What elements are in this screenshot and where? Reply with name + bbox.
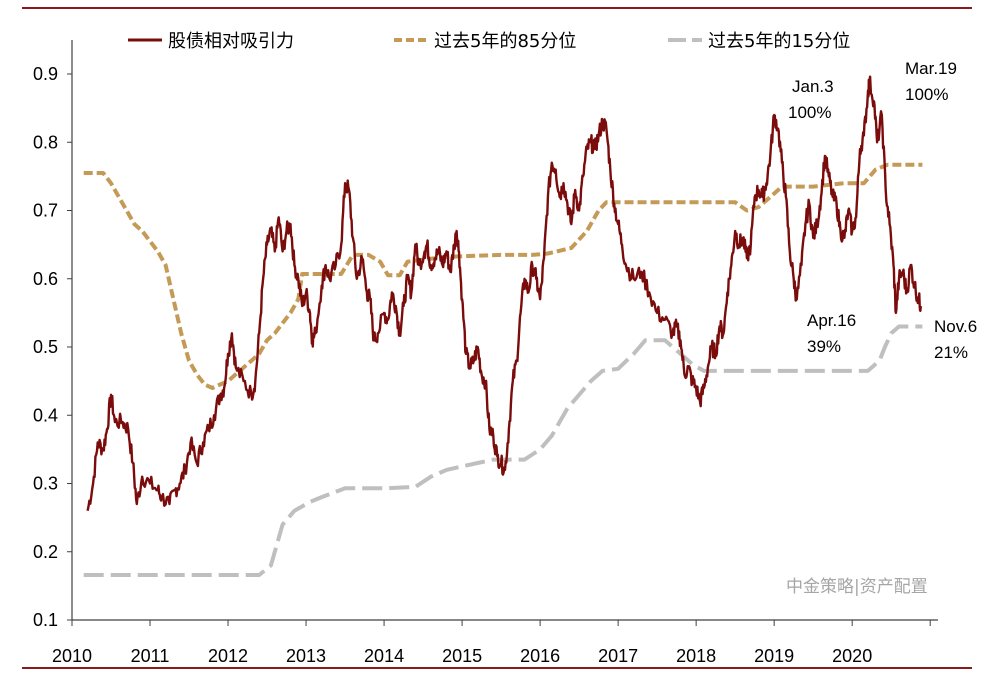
annotation-apr16-value: 39%: [807, 337, 841, 356]
annotation-nov6-value: 21%: [934, 343, 968, 362]
x-tick-label: 2013: [286, 646, 326, 666]
x-tick-label: 2016: [520, 646, 560, 666]
x-tick-label: 2010: [52, 646, 92, 666]
annotation-jan3-value: 100%: [788, 103, 831, 122]
y-tick-label: 0.6: [33, 269, 58, 289]
legend: 股债相对吸引力 过去5年的85分位 过去5年的15分位: [128, 31, 850, 52]
y-tick-label: 0.9: [33, 64, 58, 84]
x-tick-label: 2018: [676, 646, 716, 666]
series-layer: [83, 75, 923, 577]
y-tick-label: 0.4: [33, 405, 58, 425]
y-tick-label: 0.8: [33, 132, 58, 152]
x-tick-label: 2014: [364, 646, 404, 666]
y-tick-label: 0.1: [33, 610, 58, 630]
watermark: 中金策略|资产配置: [786, 577, 928, 597]
y-tick-label: 0.2: [33, 542, 58, 562]
annotation-jan3-label: Jan.3: [792, 77, 834, 96]
legend-label-series-1: 过去5年的85分位: [434, 31, 576, 52]
legend-label-series-0: 股债相对吸引力: [168, 31, 294, 52]
annotation-mar19-label: Mar.19: [905, 59, 957, 78]
series-line-0: [86, 75, 922, 512]
annotation-apr16-label: Apr.16: [807, 311, 856, 330]
axes: 0.1 0.2 0.3 0.4 0.5 0.6 0.7 0.8 0.9 2010 2011 2012 2…: [33, 40, 938, 666]
y-tick-label: 0.7: [33, 201, 58, 221]
x-tick-label: 2011: [131, 646, 170, 666]
y-tick-label: 0.3: [33, 474, 58, 494]
annotation-mar19-value: 100%: [905, 85, 948, 104]
series-line-1: [83, 162, 923, 390]
annotations: Jan.3 100% Mar.19 100% Apr.16 39% Nov.6 …: [788, 59, 977, 362]
x-tick-label: 2019: [754, 646, 794, 666]
legend-label-series-2: 过去5年的15分位: [708, 31, 850, 52]
x-tick-label: 2020: [832, 646, 872, 666]
x-tick-label: 2017: [598, 646, 638, 666]
y-tick-label: 0.5: [33, 337, 58, 357]
annotation-nov6-label: Nov.6: [934, 317, 977, 336]
x-tick-label: 2012: [208, 646, 248, 666]
x-tick-label: 2015: [442, 646, 482, 666]
series-line-2: [83, 324, 923, 577]
